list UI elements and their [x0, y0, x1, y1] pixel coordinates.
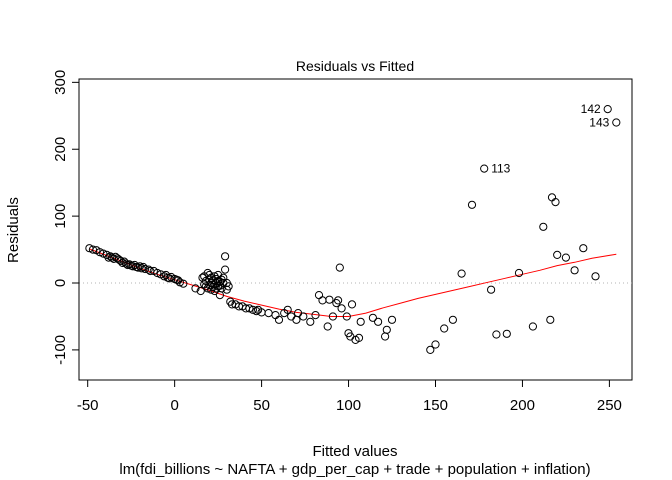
data-point: [99, 249, 108, 258]
chart-title: Residuals vs Fitted: [296, 58, 414, 74]
data-point: [612, 118, 621, 127]
data-point: [292, 315, 301, 324]
data-point: [135, 262, 144, 271]
data-point: [264, 309, 273, 318]
point-label: 143: [589, 116, 609, 130]
data-point: [139, 262, 148, 272]
data-point: [196, 286, 205, 296]
data-point: [356, 317, 365, 326]
data-point: [337, 304, 346, 313]
data-point: [323, 322, 332, 331]
data-point: [381, 332, 390, 341]
data-point: [325, 295, 334, 304]
y-tick-label: -100: [52, 335, 69, 365]
data-point: [328, 312, 337, 321]
data-point: [492, 330, 501, 339]
x-tick-label: 100: [336, 397, 361, 414]
y-tick-label: 100: [52, 204, 69, 229]
data-point: [382, 325, 391, 334]
data-point: [431, 340, 440, 349]
chart-subtitle-formula: lm(fdi_billions ~ NAFTA + gdp_per_cap + …: [119, 461, 590, 478]
data-point: [553, 250, 562, 259]
y-axis: -100 0 100 200 300: [52, 70, 80, 365]
data-point: [334, 296, 343, 305]
x-tick-label: 150: [423, 397, 448, 414]
point-label: 142: [581, 102, 601, 116]
data-point: [603, 105, 612, 114]
data-point: [271, 311, 280, 320]
data-point: [318, 296, 327, 305]
residual-points-layer: [85, 105, 621, 354]
x-axis-title: Fitted values: [312, 443, 397, 460]
x-tick-label: 200: [510, 397, 535, 414]
data-point: [299, 312, 308, 321]
x-tick-label: -50: [77, 397, 99, 414]
data-point: [457, 269, 466, 278]
plot-frame: [78, 78, 633, 381]
data-point: [374, 317, 383, 326]
data-point: [448, 315, 457, 324]
data-point: [248, 305, 257, 314]
data-point: [354, 333, 364, 342]
data-point: [467, 200, 477, 209]
x-axis: -50 0 50 100 150 200 250: [77, 379, 622, 414]
data-point: [561, 253, 571, 262]
x-tick-label: 50: [253, 397, 270, 414]
data-point: [551, 198, 560, 207]
smooth-line: [89, 248, 617, 317]
y-tick-label: 200: [52, 137, 69, 162]
data-point: [570, 266, 579, 275]
data-point: [335, 263, 344, 272]
data-point: [347, 300, 357, 309]
data-point: [528, 322, 538, 331]
data-point: [440, 324, 449, 333]
data-point: [141, 264, 150, 274]
data-point: [547, 193, 557, 202]
data-point: [546, 315, 555, 324]
x-tick-label: 0: [170, 397, 178, 414]
data-point: [387, 315, 397, 324]
y-tick-label: 0: [52, 279, 69, 287]
data-point: [342, 312, 351, 321]
data-point: [579, 244, 588, 253]
data-point: [245, 304, 254, 313]
data-point: [179, 279, 188, 288]
data-point: [539, 222, 548, 231]
data-point: [221, 265, 230, 274]
data-point: [252, 307, 261, 316]
data-point: [191, 284, 200, 293]
data-point: [487, 285, 496, 294]
data-point: [591, 272, 600, 281]
data-point: [314, 291, 324, 300]
x-tick-label: 250: [597, 397, 622, 414]
data-point: [283, 305, 292, 314]
data-point: [287, 312, 296, 321]
data-point: [368, 313, 377, 322]
data-point: [306, 317, 315, 326]
data-point: [116, 256, 125, 265]
data-point: [153, 268, 162, 278]
data-point: [480, 164, 489, 173]
data-point: [88, 245, 98, 254]
y-axis-title: Residuals: [5, 197, 22, 263]
data-point: [224, 282, 233, 291]
data-point: [514, 268, 524, 278]
data-point: [102, 250, 111, 259]
data-point: [311, 311, 320, 320]
point-label: 113: [491, 162, 510, 176]
data-point: [426, 345, 435, 354]
data-point: [144, 265, 153, 274]
data-point: [502, 329, 511, 338]
data-point: [121, 259, 131, 268]
y-tick-label: 300: [52, 70, 69, 95]
data-point: [274, 315, 284, 324]
data-point: [221, 252, 230, 261]
smooth-line-layer: [89, 248, 617, 317]
